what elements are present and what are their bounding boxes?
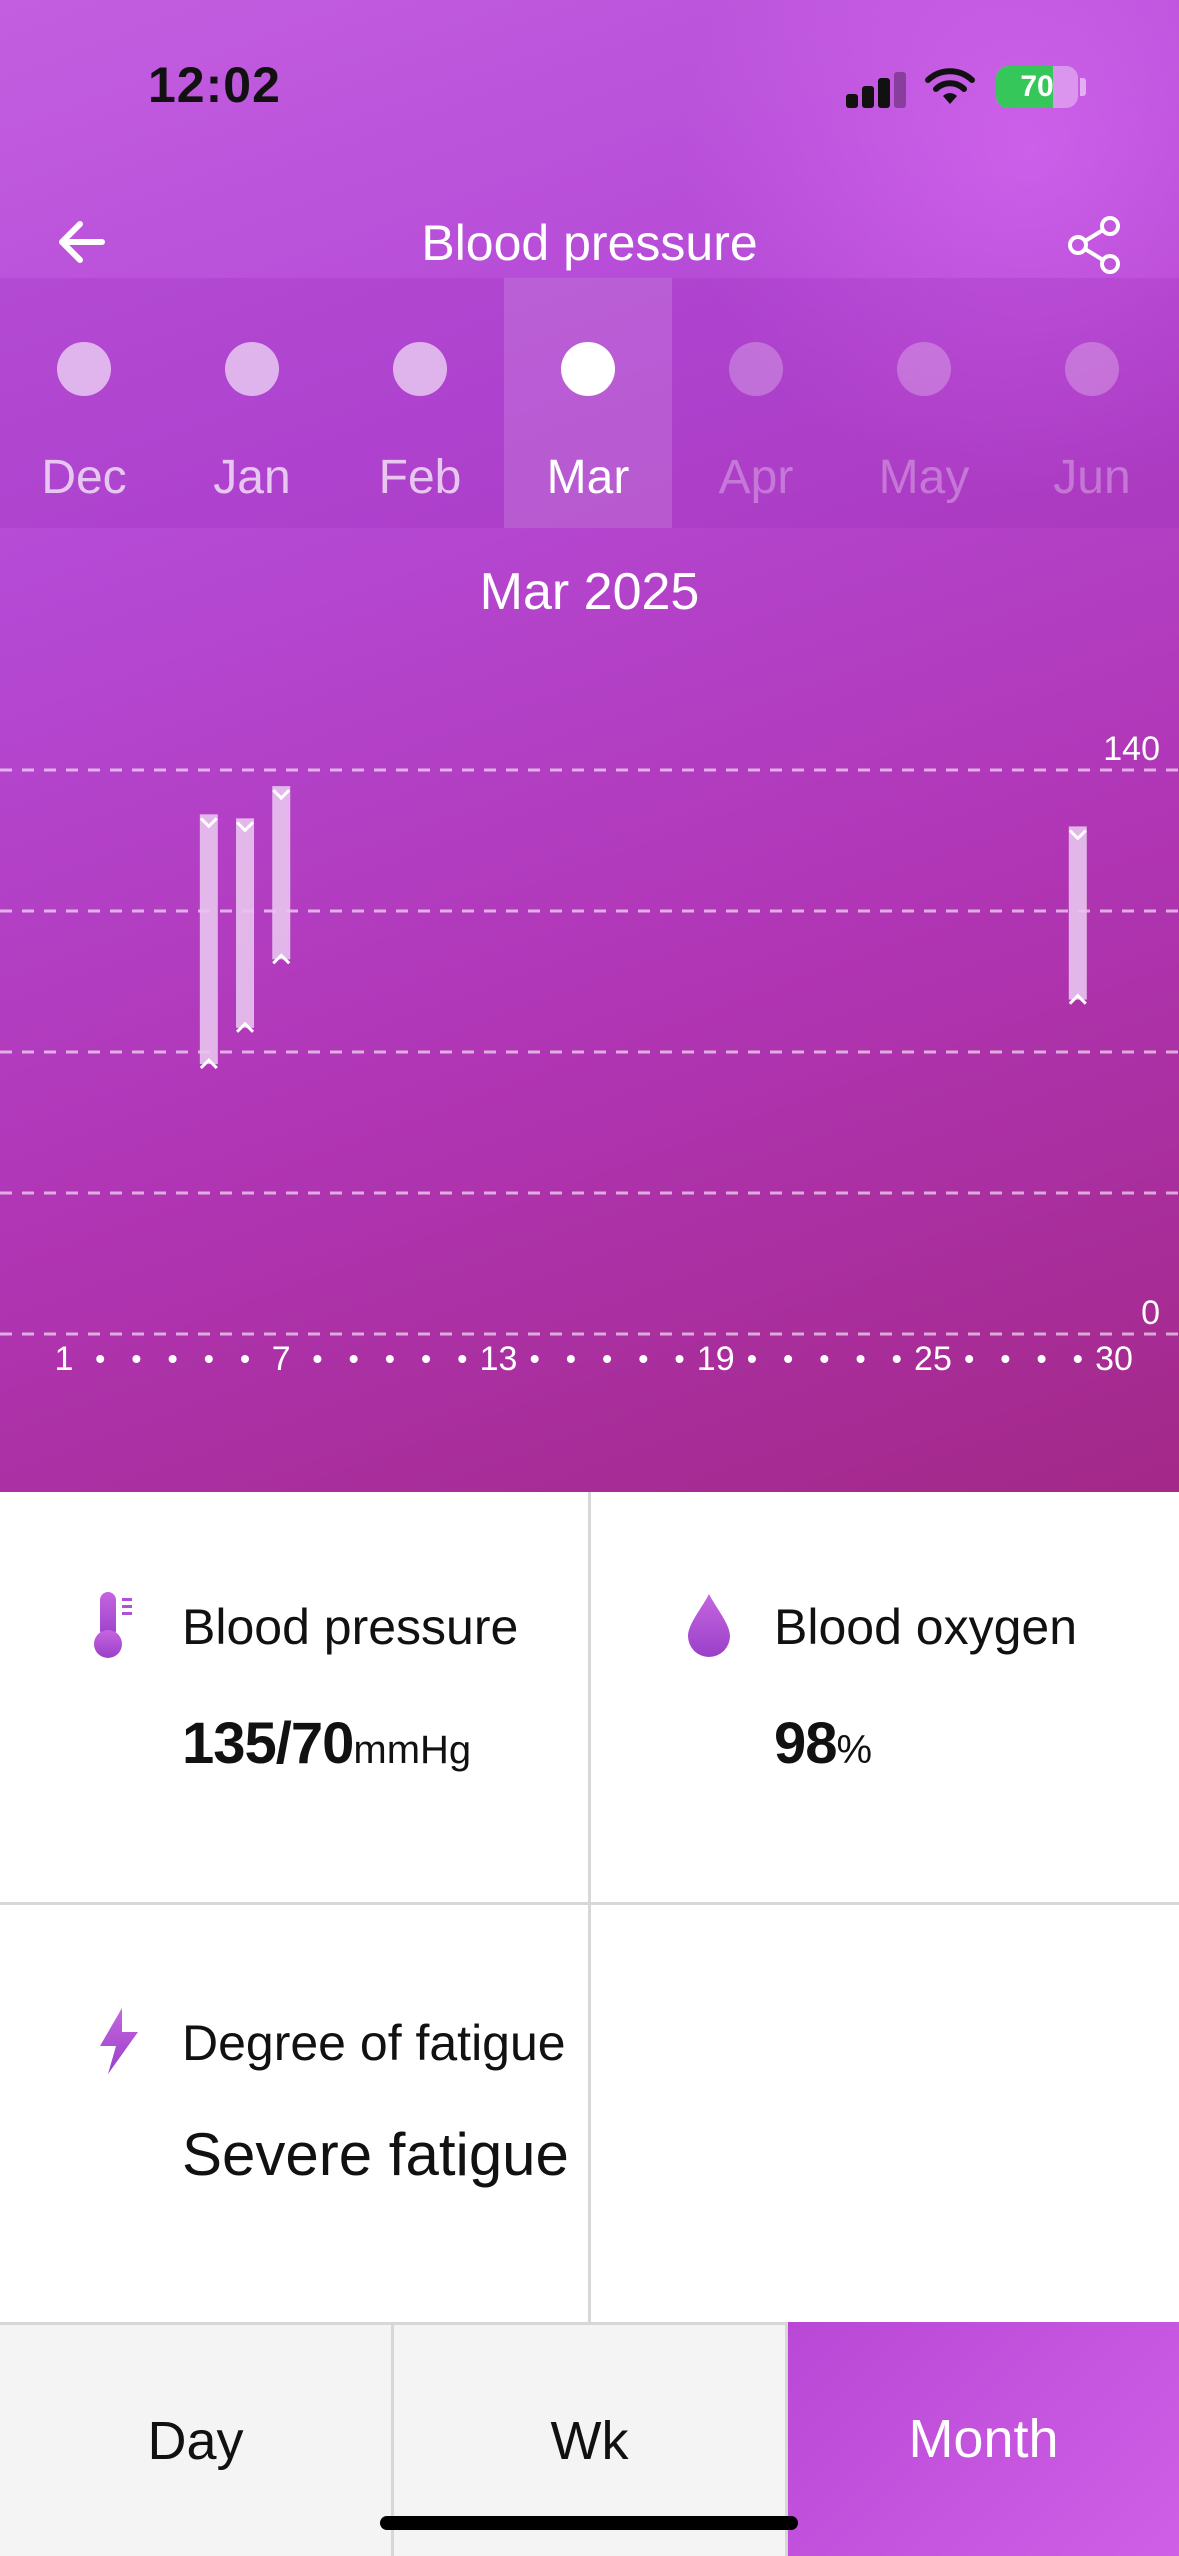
x-dot [1073, 1355, 1082, 1363]
month-dec[interactable]: Dec [0, 278, 168, 528]
month-label: Jun [1053, 451, 1131, 504]
x-dot [241, 1355, 250, 1363]
x-dot [168, 1355, 177, 1363]
bp-range-bar [1068, 826, 1087, 1000]
x-dot [385, 1355, 394, 1363]
blood-pressure-reading: 135/70 [182, 1711, 354, 1776]
cellular-signal-icon [846, 72, 908, 108]
month-label: Dec [41, 451, 127, 504]
diastolic-marker [199, 1057, 218, 1070]
blood-oxygen-value: 98% [774, 1710, 872, 1777]
x-dot [784, 1355, 793, 1363]
period-label: Mar 2025 [479, 563, 700, 621]
blood-pressure-value: 135/70mmHg [182, 1710, 471, 1777]
page-title: Blood pressure [421, 215, 758, 271]
x-dot [965, 1355, 974, 1363]
month-label: Apr [718, 451, 794, 504]
battery-fill [996, 66, 1054, 108]
x-dot [820, 1355, 829, 1363]
battery-icon: 70 [996, 66, 1078, 108]
hero-panel: 12:02 70 Blood pressure Dec Jan Feb Mar Apr M… [0, 0, 1179, 1492]
metrics-panel: Blood pressure 135/70mmHg Blood oxygen 9… [0, 1492, 1179, 2322]
blood-pressure-chart: 140 0 1 7 13 19 25 30 [0, 730, 1179, 1378]
month-dot [561, 342, 615, 396]
month-dot [897, 342, 951, 396]
month-may[interactable]: May [840, 278, 1008, 528]
diastolic-marker [235, 1021, 255, 1033]
y-tick-label: 140 [1103, 730, 1160, 768]
month-feb[interactable]: Feb [336, 278, 504, 528]
month-dot [729, 342, 783, 396]
y-tick-label: 0 [1141, 1294, 1160, 1332]
x-dot [458, 1355, 467, 1363]
arrow-left-icon[interactable] [52, 212, 112, 272]
month-label: May [878, 451, 970, 504]
battery-level: 70 [1020, 70, 1054, 103]
tab-month[interactable]: Month [788, 2322, 1179, 2556]
share-icon[interactable] [1064, 214, 1126, 276]
wifi-icon [925, 68, 975, 104]
home-indicator [380, 2516, 798, 2530]
blood-oxygen-unit: % [836, 1728, 873, 1772]
x-tick-label: 7 [272, 1340, 291, 1378]
blood-oxygen-reading: 98 [774, 1711, 838, 1776]
x-tick-label: 25 [914, 1340, 952, 1378]
x-dot [1037, 1355, 1046, 1363]
tab-day[interactable]: Day [0, 2322, 394, 2556]
systolic-marker [235, 821, 255, 833]
month-jan[interactable]: Jan [168, 278, 336, 528]
diastolic-marker [272, 953, 291, 965]
x-dot [566, 1355, 575, 1363]
x-dot [1001, 1355, 1010, 1363]
x-tick-label: 13 [480, 1340, 518, 1378]
month-label: Feb [378, 451, 462, 504]
x-tick-label: 19 [697, 1340, 735, 1378]
lightning-icon [100, 2008, 138, 2074]
x-dot [204, 1355, 213, 1363]
droplet-icon [688, 1594, 730, 1657]
month-dot [225, 342, 279, 396]
x-tick-label: 30 [1095, 1340, 1133, 1378]
battery-cap [1080, 78, 1086, 96]
month-dot [393, 342, 447, 396]
x-dot [422, 1355, 431, 1363]
x-dot [639, 1355, 648, 1363]
fatigue-value: Severe fatigue [182, 2121, 569, 2188]
diastolic-marker [1068, 993, 1087, 1005]
thermometer-icon [94, 1592, 132, 1658]
x-dot [349, 1355, 358, 1363]
x-dot [132, 1355, 141, 1363]
systolic-marker [272, 789, 291, 801]
bp-range-bar [236, 818, 255, 1028]
blood-pressure-label: Blood pressure [182, 1599, 519, 1655]
divider-horizontal [0, 1902, 1179, 1905]
x-dot [96, 1355, 105, 1363]
bp-range-bar [199, 814, 218, 1065]
month-dot [1065, 342, 1119, 396]
month-selector [0, 278, 1179, 528]
blood-oxygen-label: Blood oxygen [774, 1599, 1078, 1655]
x-tick-label: 1 [55, 1340, 74, 1378]
x-dot [603, 1355, 612, 1363]
blood-pressure-unit: mmHg [353, 1728, 472, 1772]
x-dot [675, 1355, 684, 1363]
divider-vertical [588, 1492, 591, 2322]
month-label: Jan [213, 451, 291, 504]
month-apr[interactable]: Apr [672, 278, 840, 528]
month-jun[interactable]: Jun [1008, 278, 1176, 528]
systolic-marker [1068, 829, 1087, 841]
x-dot [530, 1355, 539, 1363]
month-mar[interactable]: Mar [504, 278, 672, 528]
x-dot [747, 1355, 756, 1363]
x-dot [313, 1355, 322, 1363]
x-dot [856, 1355, 865, 1363]
month-dot [57, 342, 111, 396]
fatigue-label: Degree of fatigue [182, 2015, 566, 2071]
bp-range-bar [272, 786, 291, 960]
month-label: Mar [546, 451, 630, 504]
systolic-marker [199, 817, 218, 829]
x-dot [892, 1355, 901, 1363]
status-time: 12:02 [148, 57, 281, 113]
